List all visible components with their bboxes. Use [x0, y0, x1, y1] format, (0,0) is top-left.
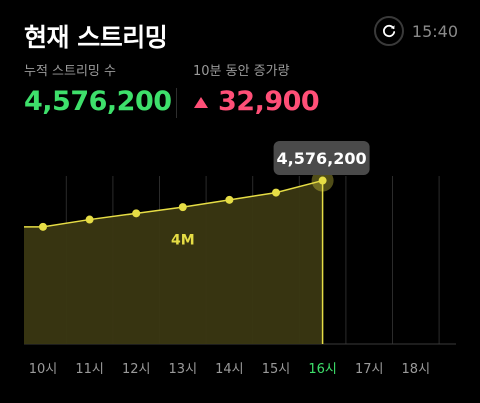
x-tick-label: 17시 — [355, 362, 384, 377]
x-tick-label: 13시 — [169, 362, 198, 377]
data-point — [39, 222, 47, 231]
refresh-button[interactable] — [374, 16, 404, 46]
refresh-icon — [383, 24, 396, 38]
page-title: 현재 스트리밍 — [24, 23, 168, 52]
data-point — [178, 203, 187, 212]
data-point — [272, 188, 280, 197]
area-fill — [24, 180, 323, 344]
data-point — [132, 209, 141, 218]
current-time: 15:40 — [411, 22, 458, 41]
x-tick-label: 11시 — [75, 362, 104, 377]
tooltip-value: 4,576,200 — [277, 149, 367, 168]
data-point — [318, 176, 327, 185]
cumulative-streams-label: 누적 스트리밍 수 — [24, 64, 116, 79]
data-point — [85, 215, 94, 224]
x-tick-label: 10시 — [29, 362, 58, 377]
cumulative-streams-value: 4,576,200 — [24, 86, 172, 117]
data-point — [225, 195, 234, 204]
header: 현재 스트리밍 15:40 — [24, 16, 458, 52]
x-tick-label: 15시 — [262, 362, 291, 377]
delta-streams-value: 32,900 — [218, 86, 320, 117]
x-tick-label: 16시 — [308, 362, 337, 377]
delta-streams-label: 10분 동안 증가량 — [193, 64, 290, 79]
streaming-chart: 4M 4,576,200 10시 11시 12시 13시 14시 15시 16시 17시 18시 — [24, 141, 456, 377]
x-tick-label: 12시 — [122, 362, 151, 377]
x-tick-label: 14시 — [215, 362, 244, 377]
series-line — [24, 179, 323, 228]
stat-divider — [176, 88, 177, 118]
tooltip-box — [273, 141, 370, 175]
annotation-label: 4M — [171, 232, 195, 248]
x-tick-label: 18시 — [402, 362, 431, 377]
triangle-up-icon — [194, 97, 208, 108]
